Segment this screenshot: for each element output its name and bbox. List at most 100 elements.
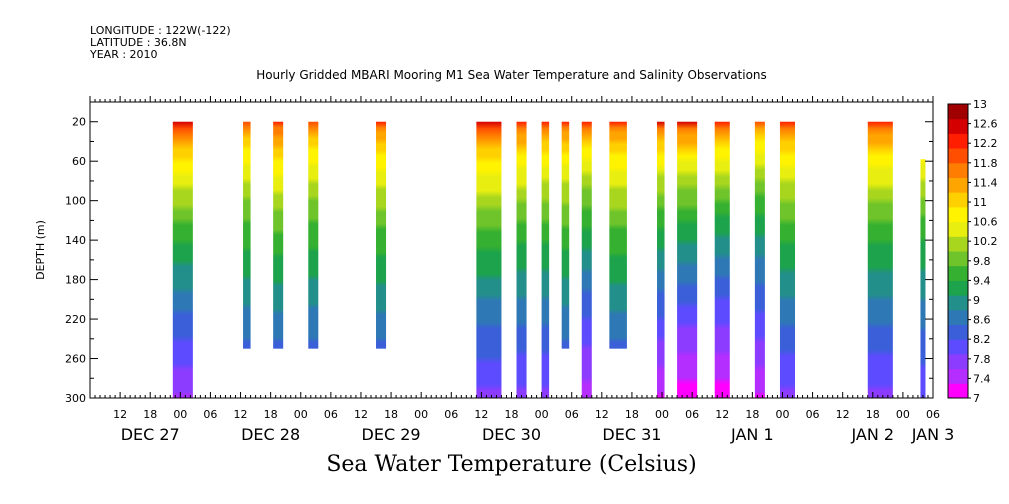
x-hour-label: 12 bbox=[234, 408, 248, 421]
data-band bbox=[541, 121, 550, 398]
plot-axes: 20 60 100 140 180 220 260 300 DEPTH (m) 12 18 00 06 1… bbox=[34, 96, 954, 444]
colorbar-swatch bbox=[948, 162, 968, 178]
colorbar-swatch bbox=[948, 383, 968, 399]
x-hour-label: 18 bbox=[745, 408, 759, 421]
x-hour-label: 12 bbox=[595, 408, 609, 421]
data-band bbox=[516, 121, 527, 398]
x-hour-label: 18 bbox=[866, 408, 880, 421]
data-band bbox=[714, 121, 730, 398]
colorbar-label: 12.2 bbox=[973, 137, 998, 150]
x-hour-label: 12 bbox=[715, 408, 729, 421]
x-hour-label: 00 bbox=[655, 408, 669, 421]
latitude-label: LATITUDE : 36.8N bbox=[90, 36, 187, 49]
x-hour-label: 18 bbox=[264, 408, 278, 421]
x-date-label: DEC 29 bbox=[362, 425, 421, 444]
data-band bbox=[581, 121, 592, 398]
x-hour-label: 06 bbox=[806, 408, 820, 421]
x-hour-label: 00 bbox=[896, 408, 910, 421]
x-hour-label: 18 bbox=[625, 408, 639, 421]
x-hour-label: 06 bbox=[324, 408, 338, 421]
y-axis-label: DEPTH (m) bbox=[34, 220, 47, 280]
x-date-label: JAN 1 bbox=[730, 425, 774, 444]
y-tick-label: 180 bbox=[65, 274, 86, 287]
colorbar-swatch bbox=[948, 133, 968, 149]
colorbar-label: 12.6 bbox=[973, 118, 998, 131]
x-hour-label: 06 bbox=[685, 408, 699, 421]
colorbar-swatch bbox=[948, 295, 968, 311]
data-band bbox=[779, 121, 796, 398]
colorbar-swatch bbox=[948, 265, 968, 281]
chart-title: Hourly Gridded MBARI Mooring M1 Sea Wate… bbox=[256, 68, 767, 82]
x-hour-label: 06 bbox=[444, 408, 458, 421]
x-hour-label: 00 bbox=[294, 408, 308, 421]
colorbar-label: 7.4 bbox=[973, 372, 991, 385]
data-band bbox=[867, 121, 893, 398]
x-date-label: DEC 27 bbox=[121, 425, 180, 444]
data-band bbox=[609, 121, 627, 349]
x-date-label: DEC 28 bbox=[241, 425, 300, 444]
x-date-label: JAN 2 bbox=[850, 425, 894, 444]
data-band bbox=[273, 121, 284, 349]
colorbar-swatch bbox=[948, 339, 968, 355]
x-hour-label: 00 bbox=[173, 408, 187, 421]
x-hour-label: 18 bbox=[384, 408, 398, 421]
data-band bbox=[308, 121, 319, 349]
colorbar-label: 11 bbox=[973, 196, 987, 209]
colorbar-label: 9.8 bbox=[973, 255, 991, 268]
y-tick-label: 220 bbox=[65, 313, 86, 326]
colorbar-swatch bbox=[948, 236, 968, 252]
x-hour-label: 12 bbox=[474, 408, 488, 421]
colorbar-label: 7 bbox=[973, 392, 980, 405]
data-band bbox=[677, 121, 698, 398]
plot-frame bbox=[89, 101, 934, 399]
colorbar-swatch bbox=[948, 118, 968, 134]
x-hour-label: 12 bbox=[354, 408, 368, 421]
y-tick-label: 260 bbox=[65, 353, 86, 366]
colorbar-swatch bbox=[948, 221, 968, 237]
colorbar-swatch bbox=[948, 368, 968, 384]
data-band bbox=[476, 121, 502, 398]
colorbar-label: 13 bbox=[973, 98, 987, 111]
data-band bbox=[376, 121, 387, 349]
colorbar-label: 10.2 bbox=[973, 235, 998, 248]
x-hour-label: 06 bbox=[203, 408, 217, 421]
colorbar-frame bbox=[947, 103, 969, 399]
y-tick-label: 60 bbox=[72, 155, 86, 168]
x-hour-label: 18 bbox=[505, 408, 519, 421]
colorbar-label: 11.8 bbox=[973, 157, 998, 170]
colorbar-swatch bbox=[948, 309, 968, 325]
y-tick-label: 100 bbox=[65, 195, 86, 208]
data-band bbox=[657, 121, 665, 398]
x-hour-label: 00 bbox=[414, 408, 428, 421]
colorbar-swatch bbox=[948, 206, 968, 223]
colorbar-label: 8.6 bbox=[973, 314, 991, 327]
x-hour-label: 12 bbox=[836, 408, 850, 421]
x-hour-label: 00 bbox=[775, 408, 789, 421]
data-band bbox=[561, 121, 570, 349]
y-tick-label: 300 bbox=[65, 392, 86, 405]
data-band bbox=[920, 159, 926, 398]
colorbar-swatch bbox=[948, 280, 968, 296]
colorbar-label: 8.2 bbox=[973, 333, 991, 346]
x-date-label: DEC 30 bbox=[482, 425, 541, 444]
colorbar-swatch bbox=[948, 251, 968, 267]
data-band bbox=[754, 121, 765, 398]
x-hour-label: 12 bbox=[113, 408, 127, 421]
data-band bbox=[172, 121, 193, 398]
x-hour-label: 06 bbox=[926, 408, 940, 421]
x-date-label: DEC 31 bbox=[602, 425, 661, 444]
colorbar-swatch bbox=[948, 148, 968, 164]
x-hour-label: 06 bbox=[565, 408, 579, 421]
colorbar-label: 9.4 bbox=[973, 274, 991, 287]
colorbar-swatch bbox=[948, 177, 968, 193]
x-hour-label: 00 bbox=[535, 408, 549, 421]
x-hour-label: 18 bbox=[143, 408, 157, 421]
year-label: YEAR : 2010 bbox=[90, 48, 158, 61]
longitude-label: LONGITUDE : 122W(-122) bbox=[90, 24, 231, 37]
x-axis-title: Sea Water Temperature (Celsius) bbox=[326, 452, 697, 477]
colorbar-swatch bbox=[948, 353, 968, 370]
colorbar-label: 7.8 bbox=[973, 353, 991, 366]
y-tick-label: 20 bbox=[72, 116, 86, 129]
x-date-label: JAN 3 bbox=[911, 425, 955, 444]
